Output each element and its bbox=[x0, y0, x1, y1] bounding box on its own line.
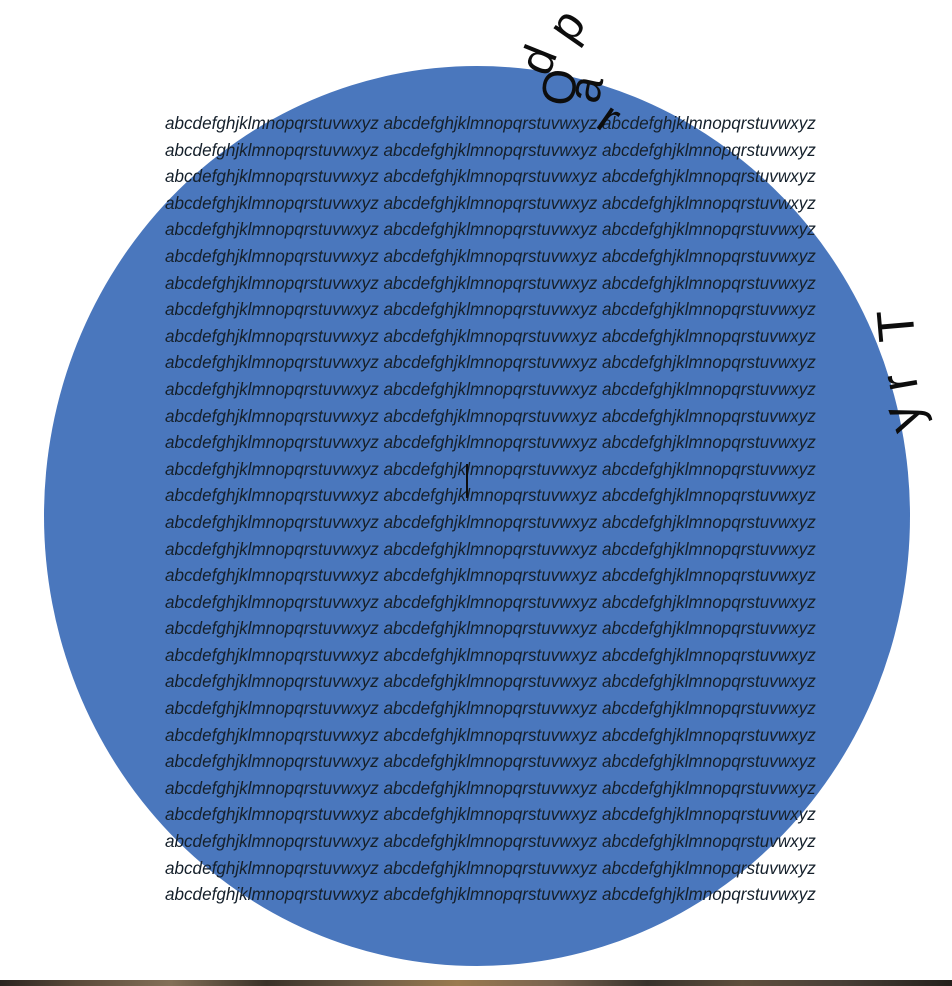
svg-text:T: T bbox=[866, 307, 927, 344]
svg-text:y: y bbox=[871, 396, 934, 440]
svg-text:p: p bbox=[537, 0, 595, 51]
svg-text:r: r bbox=[870, 369, 930, 396]
